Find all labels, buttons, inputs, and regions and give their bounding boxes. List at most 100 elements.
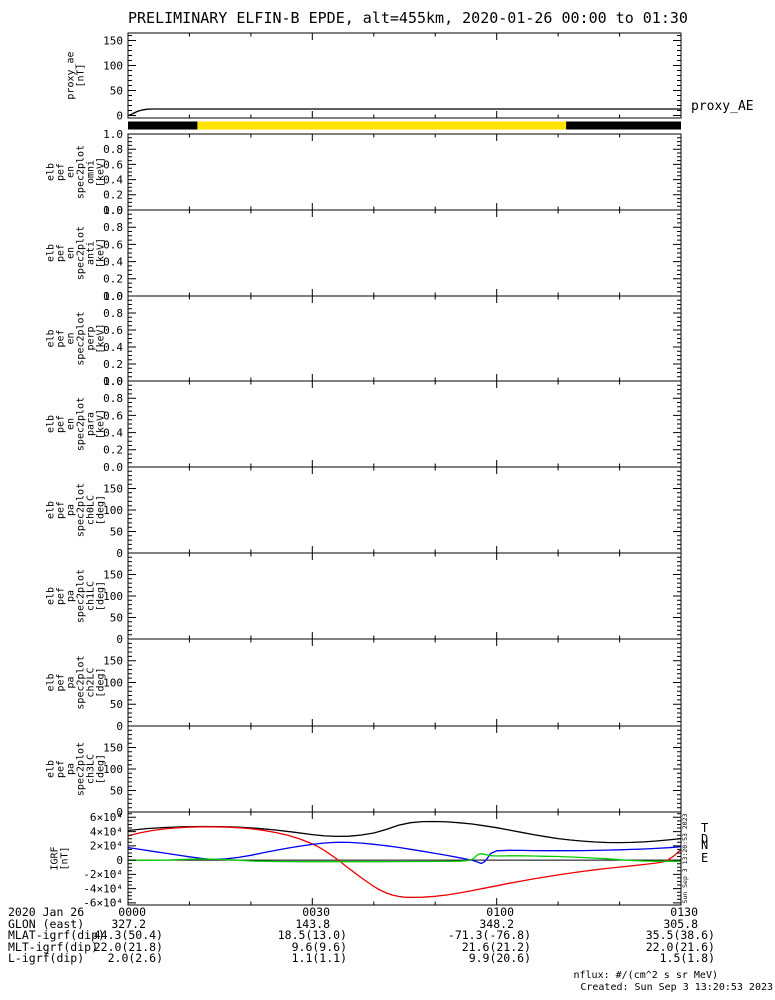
ytick-label: 150 — [103, 568, 123, 581]
ytick-label: 0.4 — [103, 426, 123, 439]
ytick-label: 0 — [116, 547, 123, 560]
axis-ticks — [127, 638, 682, 727]
ylabel-line: en — [66, 332, 77, 344]
ytick-label: 1.0 — [103, 290, 123, 303]
panel-ch2lc: 0 50 100 150 elb pef pa spec2plot ch2LC [deg] — [46, 638, 682, 733]
ytick-label: 0.0 — [103, 290, 123, 303]
proxy-ae-line-label: proxy_AE — [691, 99, 754, 114]
ytick-label: 4×10⁴ — [90, 825, 123, 838]
ylabel-line: spec2plot — [76, 145, 87, 199]
legend-T: T — [701, 821, 708, 835]
series-E — [128, 853, 681, 863]
panel-frame — [127, 380, 682, 468]
l-value: 1.1(1.1) — [291, 951, 347, 965]
ylabel-line: omni — [86, 160, 97, 184]
ylabel-line: elb — [46, 587, 57, 605]
ylabel-line: [deg] — [96, 581, 107, 611]
mlt-value: 9.6(9.6) — [291, 939, 347, 954]
ylabel-line: [keV] — [96, 323, 107, 353]
glon-value: 143.8 — [295, 916, 330, 931]
panel-ch0lc: 0 50 100 150 elb pef pa spec2plot ch0LC [deg] — [46, 466, 682, 560]
ytick-label: 0.8 — [103, 221, 123, 234]
panel-frame — [127, 552, 682, 640]
series-D — [128, 826, 681, 899]
ylabel-line: pef — [56, 415, 67, 433]
ytick-label: 0 — [116, 109, 123, 122]
mlt-value: 21.6(21.2) — [461, 939, 531, 954]
ytick-label: 50 — [110, 84, 123, 97]
ylabel-line: en — [66, 166, 77, 178]
ylabel-line: [keV] — [96, 409, 107, 439]
ytick-label: 50 — [110, 525, 123, 538]
panel-frame — [127, 725, 682, 813]
l-value: 9.9(20.6) — [468, 951, 531, 965]
ylabel-line: spec2plot — [76, 483, 87, 537]
ytick-label: 0.8 — [103, 143, 123, 156]
ytick-label: 1.0 — [103, 375, 123, 388]
panel-proxy_ae: 0 50 100 150 proxy_ae [nT] — [66, 32, 682, 122]
ylabel-line: elb — [46, 415, 57, 433]
axis-ticks — [127, 812, 682, 905]
ylabel-line: [keV] — [96, 238, 107, 268]
ytick-label: 0.4 — [103, 255, 123, 268]
created-timestamp-vertical: Sun Sep 3 13:20:53 2023 — [681, 813, 689, 903]
ytick-label: -4×10⁴ — [83, 882, 123, 895]
ytick-label: 0.0 — [103, 204, 123, 217]
mlat-value: -71.3(-76.8) — [447, 928, 531, 942]
ytick-label: 0.0 — [103, 375, 123, 388]
ylabel-line: spec2plot — [76, 655, 87, 709]
ytick-label: 0.8 — [103, 307, 123, 320]
ytick-label: 150 — [103, 482, 123, 495]
ytick-label: 0.6 — [103, 324, 123, 337]
ylabel-line: proxy_ae — [66, 51, 77, 99]
ytick-label: 1.0 — [103, 204, 123, 217]
ylabel-line: anti — [86, 241, 97, 265]
ytick-label: 0.6 — [103, 409, 123, 422]
ytick-label: 100 — [103, 676, 123, 689]
panel-frame — [127, 638, 682, 727]
axis-ticks — [127, 552, 682, 640]
panel-ch3lc: 0 50 100 150 elb pef pa spec2plot ch3LC [deg] — [46, 725, 682, 819]
ytick-label: 50 — [110, 698, 123, 711]
panel-frame — [127, 295, 682, 382]
axis-ticks — [127, 725, 682, 813]
panel-frame — [127, 466, 682, 554]
ylabel-line: ch2LC — [86, 667, 97, 697]
ylabel-line: [keV] — [96, 157, 107, 187]
ytick-label: 0.6 — [103, 158, 123, 171]
xtick-label: 0100 — [486, 905, 514, 919]
ytick-label: 100 — [103, 504, 123, 517]
ylabel-line: [nT] — [60, 846, 71, 870]
ylabel-line: spec2plot — [76, 742, 87, 796]
ylabel-line: elb — [46, 501, 57, 519]
glon-value: 327.2 — [111, 916, 146, 931]
ytick-label: -6×10⁴ — [83, 897, 123, 910]
ylabel-line: spec2plot — [76, 569, 87, 623]
ytick-label: 6×10⁴ — [90, 811, 123, 824]
axis-ticks — [127, 33, 682, 118]
ephemeris-row-label-mlat: MLAT-igrf(dip) — [8, 928, 105, 942]
ytick-label: 2×10⁴ — [90, 840, 123, 853]
mlt-value: 22.0(21.8) — [93, 939, 163, 954]
ytick-label: 0.2 — [103, 273, 123, 286]
ytick-label: 100 — [103, 763, 123, 776]
ylabel-line: [nT] — [76, 63, 87, 87]
ytick-label: 100 — [103, 59, 123, 72]
ylabel-line: pef — [56, 673, 67, 691]
ylabel-line: ch1LC — [86, 581, 97, 611]
glon-value: 305.8 — [663, 916, 698, 931]
axis-ticks — [127, 380, 682, 468]
ylabel-line: [deg] — [96, 495, 107, 525]
mlat-value: 44.3(50.4) — [93, 928, 163, 942]
axis-ticks — [127, 466, 682, 554]
panel-frame — [127, 209, 682, 297]
axis-ticks — [127, 295, 682, 382]
ylabel-line: elb — [46, 760, 57, 778]
mlt-value: 22.0(21.6) — [645, 939, 715, 954]
ylabel-line: ch0LC — [86, 495, 97, 525]
ephemeris-row-label-date: 2020 Jan 26 — [8, 905, 85, 919]
plot-title: PRELIMINARY ELFIN-B EPDE, alt=455km, 202… — [128, 9, 688, 27]
ytick-label: 0.2 — [103, 358, 123, 371]
panel-anti: 0.0 0.2 0.4 0.6 0.8 1.0 elb pef en spec2plot anti[… — [46, 204, 682, 303]
ytick-label: 150 — [103, 655, 123, 668]
